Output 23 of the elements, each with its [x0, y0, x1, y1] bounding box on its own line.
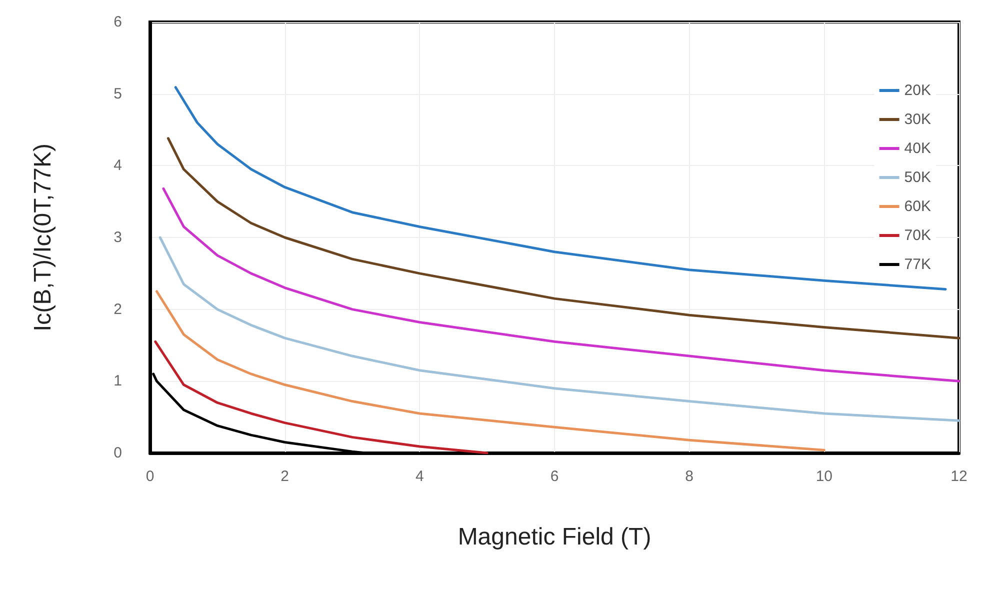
x-tick-label: 12 — [950, 468, 968, 485]
x-tick-label: 2 — [280, 468, 290, 485]
legend-label: 50K — [904, 169, 932, 186]
legend-label: 30K — [904, 111, 932, 128]
legend-label: 70K — [904, 227, 932, 244]
y-axis-title: Ic(B,T)/Ic(0T,77K) — [30, 143, 56, 332]
x-tick-label: 0 — [146, 468, 154, 485]
x-tick-label: 8 — [685, 468, 694, 485]
x-tick-label: 6 — [550, 468, 559, 485]
legend-label: 77K — [904, 256, 932, 273]
x-tick-label: 10 — [816, 468, 833, 485]
legend-label: 20K — [904, 82, 932, 99]
x-tick-label: 4 — [415, 468, 424, 485]
y-tick-label: 2 — [114, 300, 122, 318]
y-tick-label: 1 — [114, 372, 122, 390]
legend-label: 60K — [904, 198, 932, 215]
y-tick-label: 0 — [114, 444, 122, 462]
y-tick-label: 5 — [114, 85, 122, 102]
y-tick-label: 3 — [114, 229, 122, 246]
y-tick-label: 4 — [114, 157, 122, 174]
y-tick-label: 6 — [114, 14, 122, 30]
x-axis-title: Magnetic Field (T) — [458, 524, 652, 550]
legend-label: 40K — [904, 140, 932, 157]
